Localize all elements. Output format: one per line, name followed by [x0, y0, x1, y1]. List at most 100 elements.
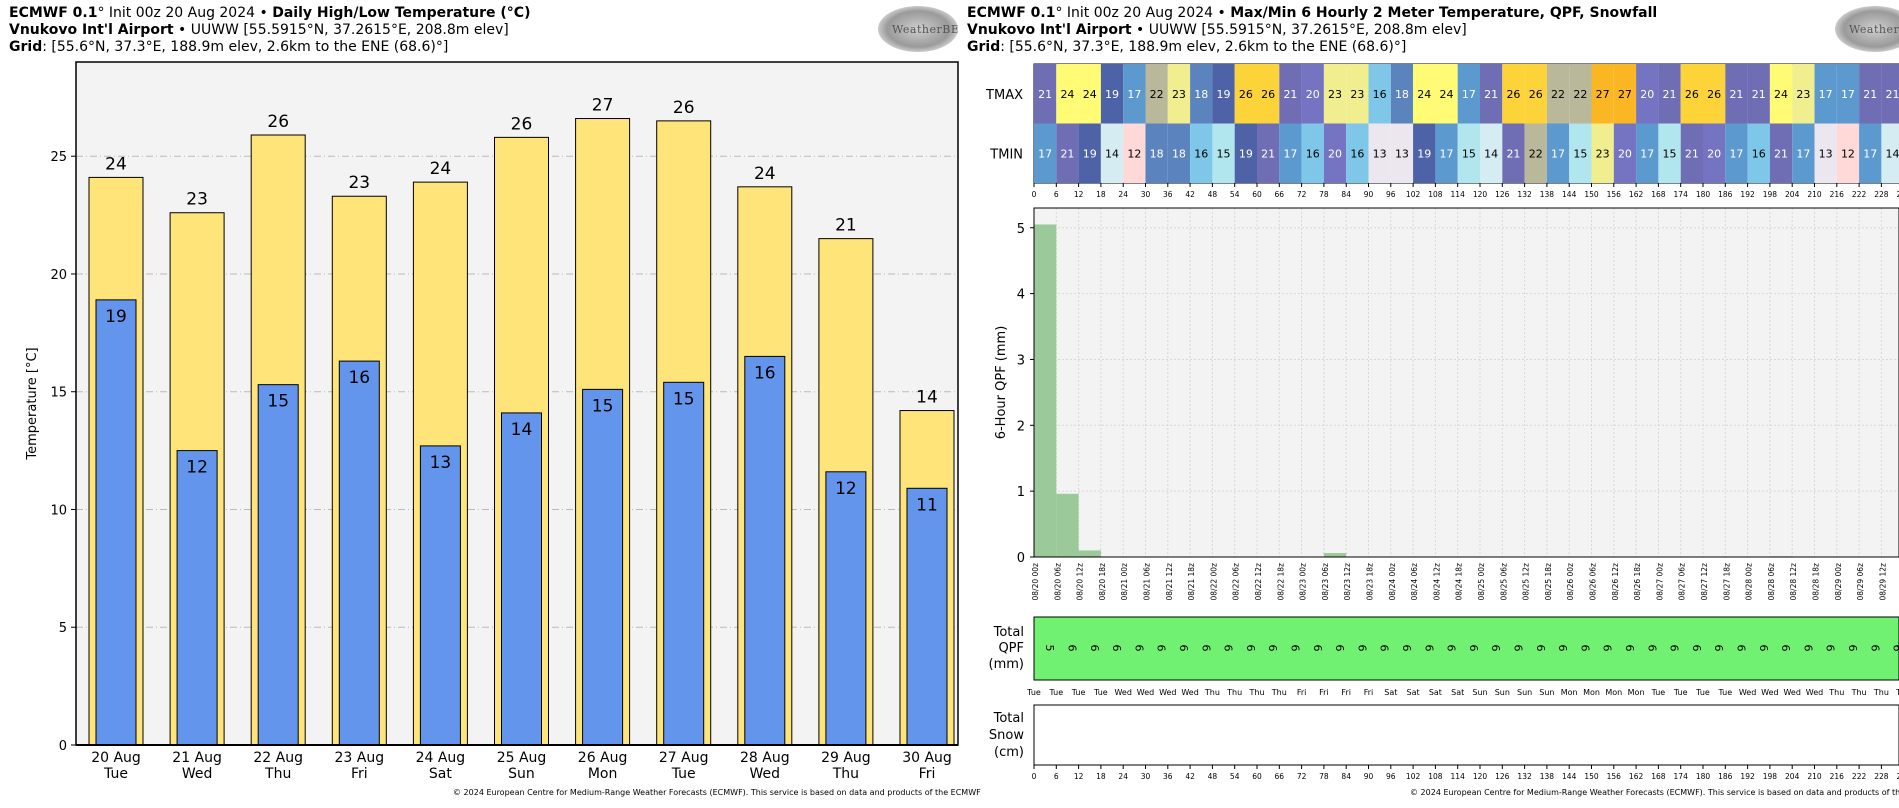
hour-tick-label: 0	[1032, 190, 1037, 199]
total-qpf-value: 6	[1868, 645, 1881, 652]
qpf-date-label: 08/26 06z	[1589, 563, 1598, 601]
total-qpf-value: 6	[1623, 645, 1636, 652]
low-temp-label: 19	[105, 307, 127, 327]
tmax-value: 24	[1417, 88, 1431, 101]
tmax-value: 23	[1796, 88, 1810, 101]
tmin-value: 16	[1194, 147, 1208, 160]
tmax-cell	[1145, 64, 1168, 124]
tmin-cell	[1123, 123, 1146, 183]
high-temp-label: 14	[916, 388, 938, 408]
qpf-date-label: 08/24 00z	[1388, 563, 1397, 601]
tmin-value: 19	[1417, 147, 1431, 160]
hour-tick-label: 42	[1185, 190, 1195, 199]
total-qpf-day-label: Tue	[1093, 688, 1108, 697]
high-temp-label: 26	[267, 112, 289, 132]
high-temp-label: 26	[673, 98, 695, 118]
qpf-date-label: 08/26 18z	[1633, 563, 1642, 601]
total-qpf-value: 6	[1757, 645, 1770, 652]
hour-tick-label: 138	[1540, 772, 1555, 781]
tmin-cell	[1100, 123, 1124, 183]
total-qpf-day-label: Tue	[1071, 688, 1086, 697]
tmax-cell	[1100, 64, 1124, 124]
tmin-cell	[1435, 123, 1458, 183]
qpf-date-label: 08/24 18z	[1455, 563, 1464, 601]
grid-label: Grid	[967, 39, 1001, 55]
qpf-date-label: 08/29 00z	[1834, 563, 1843, 601]
qpf-date-label: 08/27 00z	[1655, 563, 1664, 601]
qpf-date-label: 08/21 12z	[1165, 563, 1174, 601]
low-temp-label: 12	[186, 458, 208, 478]
tmin-cell	[1279, 123, 1302, 183]
y-axis-label: Temperature [°C]	[25, 347, 40, 460]
x-tick-label: 21 Aug	[172, 750, 222, 766]
tmin-cell	[1212, 123, 1235, 183]
weekday-label: Fri	[351, 766, 368, 782]
qpf-y-tick-label: 1	[1017, 485, 1025, 500]
tmin-value: 15	[1573, 147, 1587, 160]
qpf-date-label: 08/28 12z	[1789, 563, 1798, 601]
tmin-value: 17	[1440, 147, 1454, 160]
hour-tick-label: 48	[1208, 772, 1218, 781]
tmax-value: 24	[1083, 88, 1097, 101]
qpf-date-label: 08/24 06z	[1410, 563, 1419, 601]
chart-title: Daily High/Low Temperature (°C)	[272, 5, 531, 21]
hour-tick-label: 222	[1852, 772, 1867, 781]
qpf-date-label: 08/27 06z	[1678, 563, 1687, 601]
qpf-date-label: 08/26 12z	[1611, 563, 1620, 601]
low-temp-bar	[906, 487, 948, 746]
total-qpf-day-label: Fri	[1341, 688, 1351, 697]
tmax-cell	[1814, 64, 1837, 124]
tmin-cell	[1859, 123, 1882, 183]
hour-tick-label: 126	[1495, 190, 1510, 199]
total-qpf-value: 6	[1467, 645, 1480, 652]
total-qpf-day-label: Sun	[1539, 688, 1554, 697]
tmax-value: 21	[1283, 88, 1297, 101]
hour-tick-label: 150	[1584, 190, 1599, 199]
tmax-cell	[1680, 64, 1703, 124]
qpf-frame	[1033, 207, 1899, 558]
tmax-value: 20	[1306, 88, 1320, 101]
qpf-plot-area	[1034, 208, 1899, 557]
total-qpf-day-label: Tue	[1026, 688, 1041, 697]
tmax-value: 21	[1484, 88, 1498, 101]
total-qpf-value: 6	[1355, 645, 1368, 652]
tmin-value: 18	[1150, 147, 1164, 160]
hour-tick-label: 24	[1118, 772, 1128, 781]
init-time: ° Init 00z 20 Aug 2024 •	[1055, 5, 1226, 21]
qpf-date-label: 08/25 00z	[1477, 563, 1486, 601]
tmax-cell	[1413, 64, 1436, 124]
hour-tick-label: 84	[1341, 190, 1351, 199]
qpf-y-tick-label: 3	[1017, 353, 1025, 368]
tmax-cell	[1323, 64, 1347, 124]
hour-tick-label: 66	[1275, 190, 1285, 199]
tmin-value: 17	[1551, 147, 1565, 160]
hour-tick-label: 198	[1763, 190, 1778, 199]
total-qpf-value: 6	[1132, 645, 1145, 652]
total-qpf-day-label: Fri	[1364, 688, 1374, 697]
hour-tick-label: 30	[1141, 190, 1151, 199]
tmin-cell	[1234, 123, 1257, 183]
tmin-cell	[1814, 123, 1837, 183]
airport-name: Vnukovo Int'l Airport	[967, 22, 1132, 38]
hour-tick-label: 168	[1651, 190, 1666, 199]
qpf-date-label: 08/23 18z	[1366, 563, 1375, 601]
qpf-date-label: 08/27 12z	[1700, 563, 1709, 601]
tmin-value: 20	[1618, 147, 1632, 160]
hour-tick-label: 210	[1807, 772, 1822, 781]
total-qpf-value: 5	[1043, 645, 1056, 652]
tmin-cell	[1190, 123, 1213, 183]
weekday-label: Thu	[832, 766, 859, 782]
total-qpf-value: 6	[1578, 645, 1591, 652]
tmax-cell	[1457, 64, 1480, 124]
qpf-date-label: 08/29 12z	[1878, 563, 1887, 601]
tmax-value: 21	[1663, 88, 1677, 101]
low-temp-bar	[257, 384, 299, 746]
total-qpf-value: 6	[1244, 645, 1257, 652]
tmax-value: 23	[1328, 88, 1342, 101]
tmax-cell	[1636, 64, 1659, 124]
hour-tick-label: 186	[1718, 772, 1733, 781]
tmax-value: 26	[1529, 88, 1543, 101]
tmax-value: 16	[1373, 88, 1387, 101]
tmax-cell	[1836, 64, 1860, 124]
